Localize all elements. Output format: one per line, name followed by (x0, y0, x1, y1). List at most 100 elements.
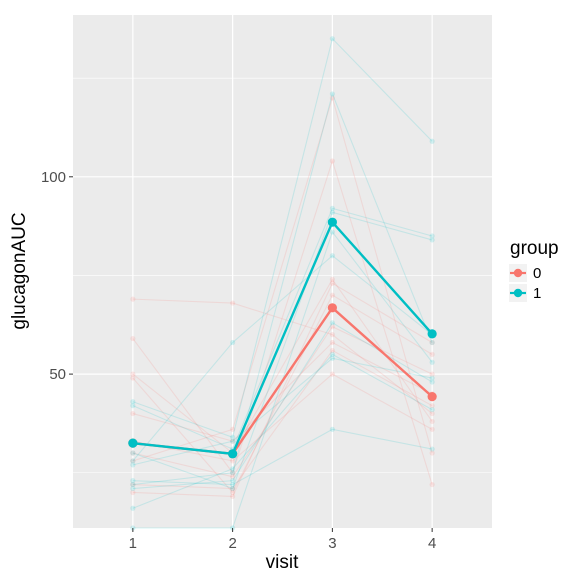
legend-key-point (513, 268, 523, 278)
individual-point (230, 481, 236, 488)
y-axis: 50 100 (41, 169, 73, 383)
individual-point (130, 399, 136, 405)
individual-point (329, 158, 335, 164)
individual-point (230, 470, 236, 476)
mean-lines (128, 217, 437, 459)
individual-point (429, 407, 435, 413)
individual-point (230, 478, 236, 484)
series-point-1 (327, 217, 337, 227)
individual-line (132, 357, 433, 466)
individual-line (132, 353, 433, 509)
legend-label-1: 1 (533, 285, 541, 302)
individual-point (329, 229, 335, 235)
x-tick-label: 3 (328, 535, 336, 552)
individual-point (130, 462, 136, 468)
individual-point (429, 351, 435, 357)
grid (73, 15, 492, 528)
individual-point (429, 371, 435, 377)
individual-point (130, 481, 136, 488)
individual-point (429, 418, 435, 425)
individual-point (329, 205, 335, 211)
individual-point (329, 320, 335, 326)
individual-point (230, 466, 236, 472)
individual-point (230, 470, 236, 476)
individual-point (130, 485, 136, 492)
individual-point (429, 403, 435, 409)
individual-point (230, 300, 236, 306)
individual-point (130, 403, 136, 409)
x-axis-title: visit (266, 552, 299, 572)
series-point-1 (228, 449, 238, 459)
individual-line (132, 341, 433, 442)
individual-point (329, 426, 335, 432)
individual-point (230, 489, 236, 496)
individual-point (130, 458, 136, 464)
panel-background (73, 15, 492, 528)
individual-point (130, 410, 136, 417)
individual-line (132, 37, 433, 438)
x-tick-label: 1 (129, 535, 137, 552)
series-point-0 (327, 303, 337, 313)
individual-point (429, 450, 435, 456)
individual-point (130, 450, 136, 456)
individual-point (329, 351, 335, 357)
series-point-0 (427, 391, 437, 402)
individual-point (429, 379, 435, 385)
individual-point (329, 253, 335, 259)
individual-line (132, 207, 433, 450)
individual-line (132, 211, 433, 490)
individual-line (132, 159, 433, 485)
individual-point (230, 485, 236, 492)
individual-point (329, 91, 335, 97)
individual-line (132, 428, 433, 486)
y-tick-label: 50 (49, 366, 66, 383)
individual-point (329, 347, 335, 354)
y-axis-title: glucagonAUC (9, 212, 30, 329)
x-axis: 1 2 3 4 (129, 528, 436, 552)
individual-point (130, 489, 136, 496)
individual-point (329, 280, 335, 286)
individual-point (130, 296, 136, 302)
individual-line (132, 373, 433, 462)
individual-point (429, 339, 435, 346)
individual-line (132, 92, 433, 486)
individual-point (329, 371, 335, 377)
individual-point (230, 474, 236, 480)
individual-point (130, 478, 136, 484)
individual-point (329, 332, 335, 338)
individual-line (132, 298, 433, 414)
x-tick-label: 2 (228, 535, 236, 552)
individual-point (429, 237, 435, 243)
individual-point (230, 493, 236, 500)
individual-point (230, 438, 236, 444)
legend: group 0 1 (509, 238, 559, 302)
individual-line (132, 294, 433, 494)
individual-point (230, 485, 236, 492)
individual-point (429, 481, 435, 488)
individual-point (130, 505, 136, 511)
individual-point (329, 292, 335, 298)
individual-point (130, 371, 136, 377)
individual-point (429, 446, 435, 452)
individual-line (132, 278, 433, 454)
series-point-1 (128, 438, 138, 448)
individual-point (429, 410, 435, 417)
individual-point (429, 426, 435, 432)
legend-label-0: 0 (533, 265, 541, 282)
individual-point (329, 355, 335, 361)
individual-point (429, 359, 435, 365)
individual-point (329, 36, 335, 42)
individual-point (230, 438, 236, 444)
individual-line (132, 255, 433, 462)
individual-point (429, 138, 435, 144)
individual-line (132, 326, 433, 478)
individual-line (132, 349, 433, 490)
individual-line (132, 282, 433, 497)
individual-point (329, 209, 335, 215)
series-line-1 (132, 219, 434, 456)
individual-point (130, 335, 136, 342)
individual-point (429, 339, 435, 346)
series-point-1 (427, 329, 437, 339)
individual-point (130, 458, 136, 464)
